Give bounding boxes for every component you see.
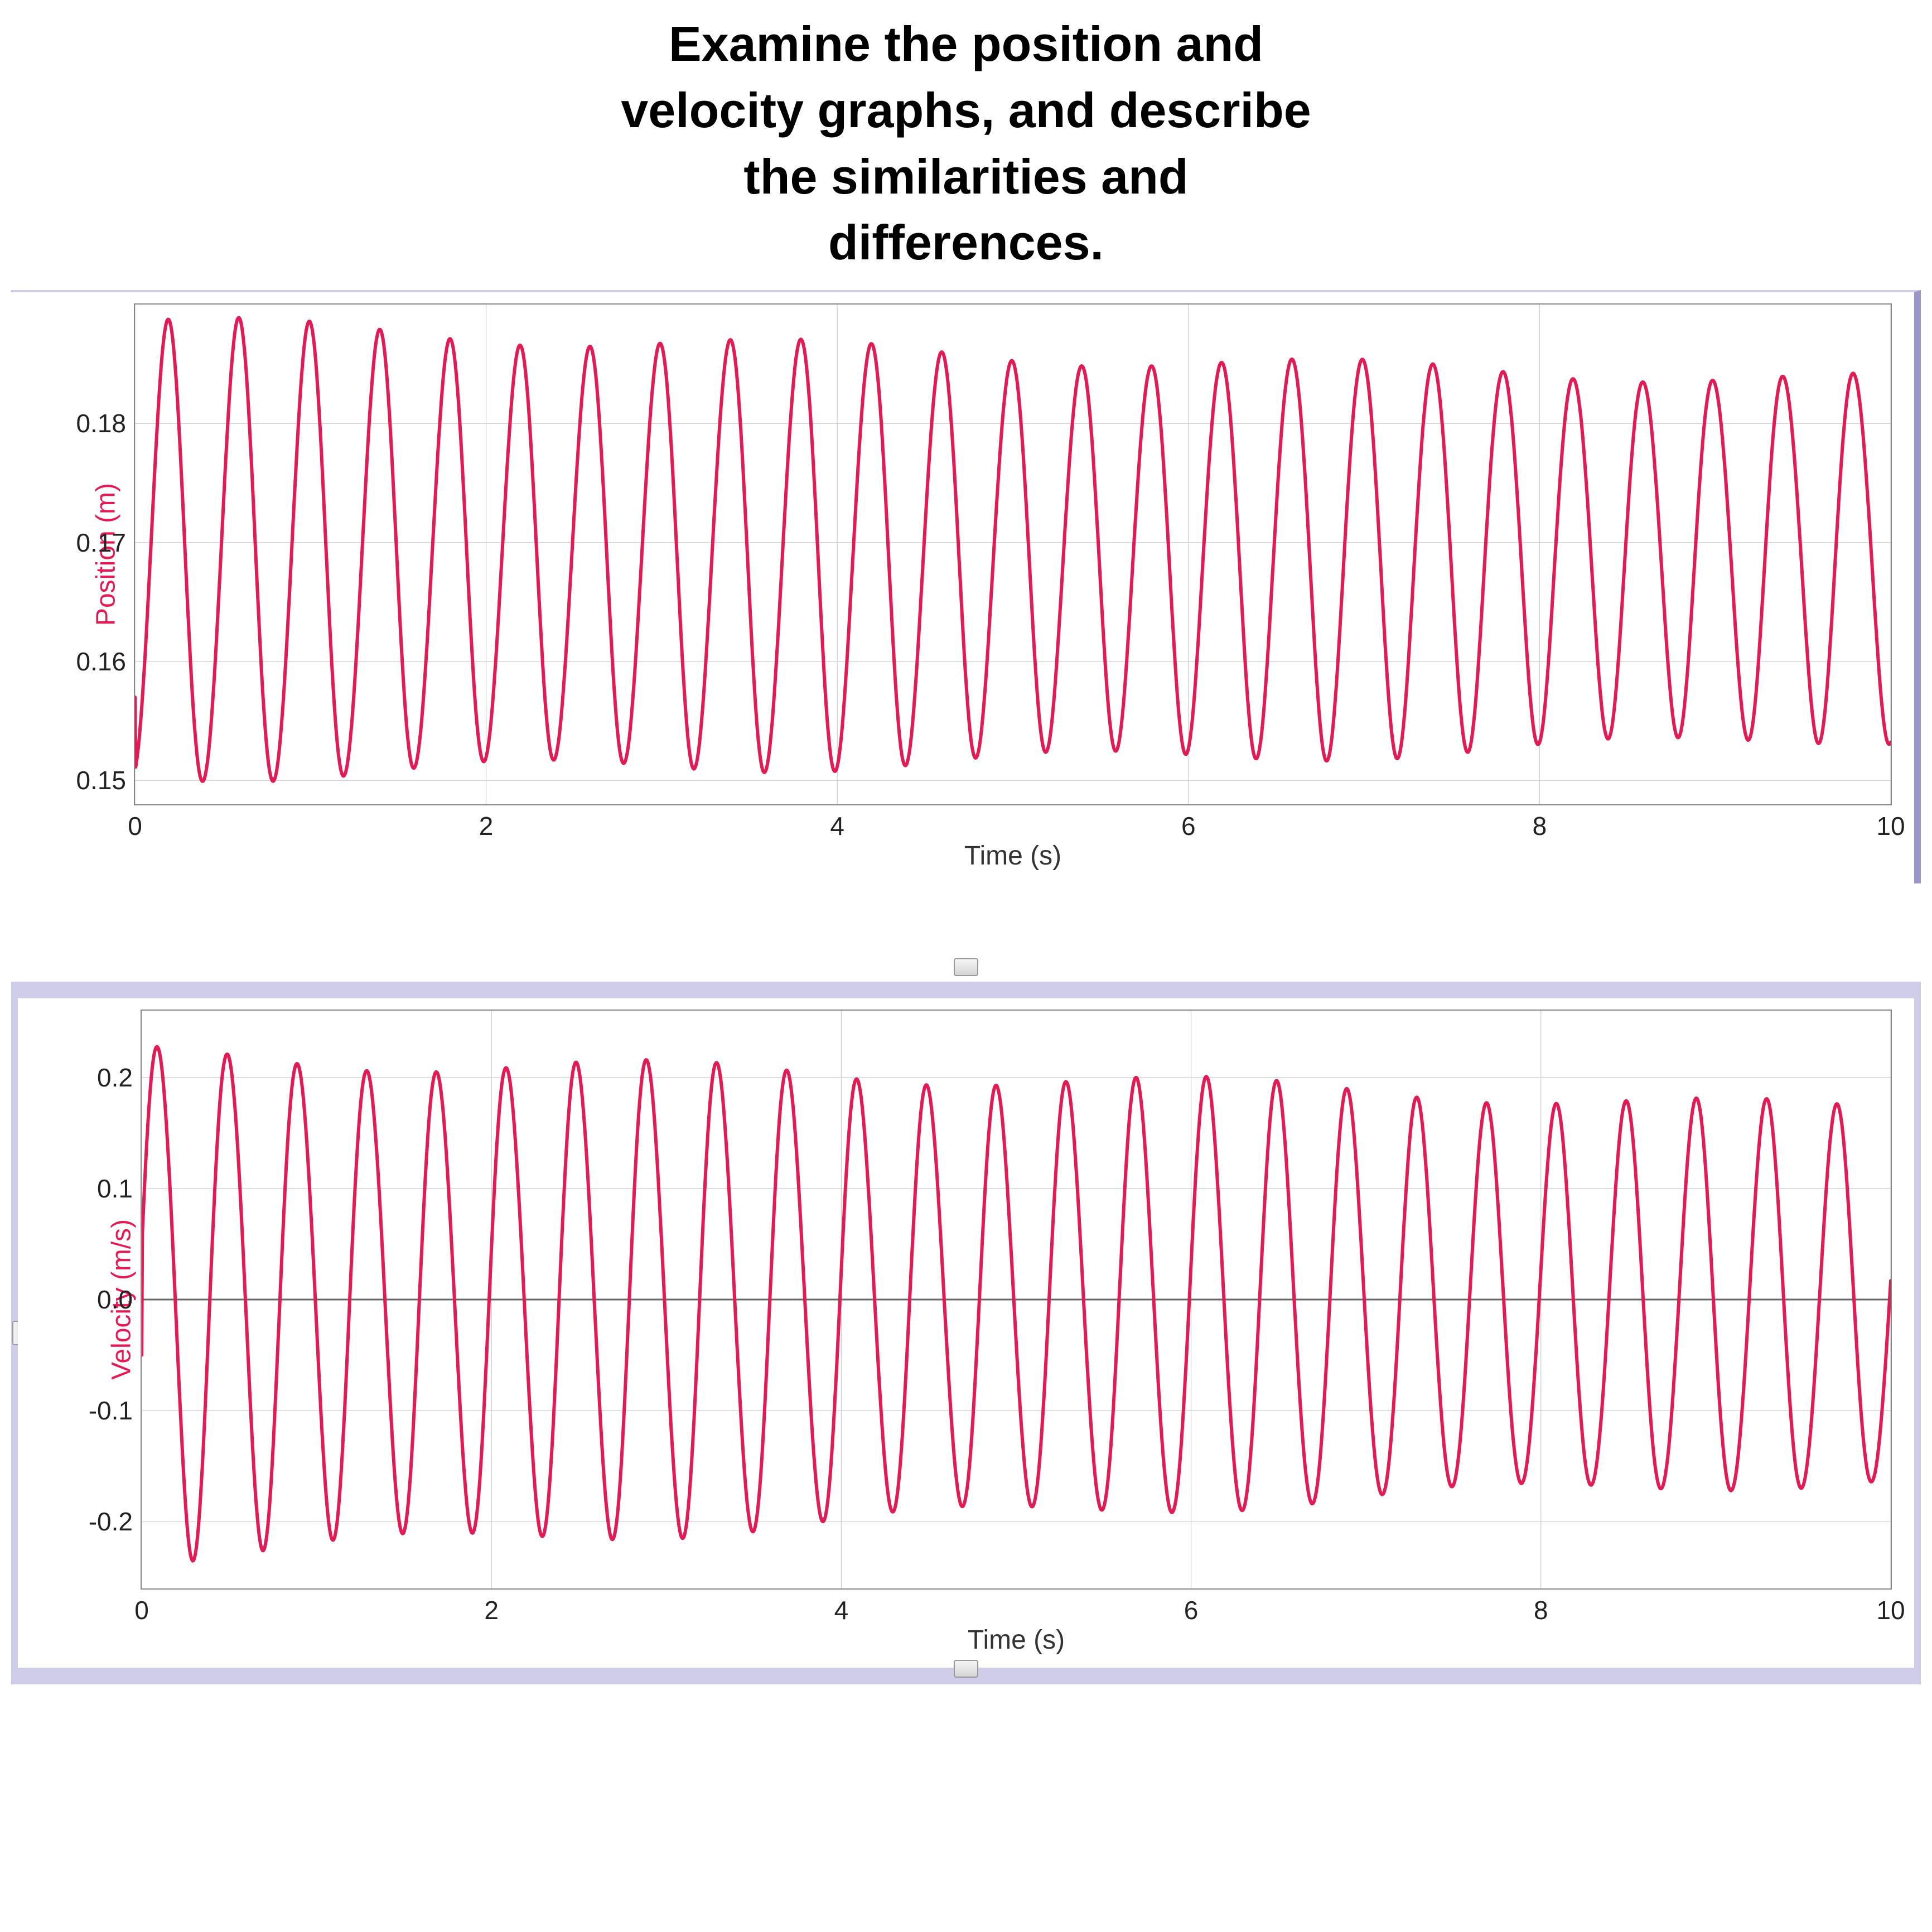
xtick-label: 4	[834, 1588, 849, 1625]
bottom-handle[interactable]	[954, 1660, 978, 1678]
xtick-label: 6	[1181, 804, 1196, 841]
ytick-label: 0.15	[76, 765, 135, 795]
velocity-plot-area[interactable]: Velocity (m/s) Time (s) -0.2-0.10.00.10.…	[141, 1010, 1892, 1590]
ytick-label: 0.0	[97, 1284, 142, 1315]
ytick-label: 0.16	[76, 646, 135, 677]
position-xlabel: Time (s)	[964, 841, 1061, 871]
xtick-label: 10	[1876, 1588, 1905, 1625]
xtick-label: 2	[479, 804, 494, 841]
xtick-label: 4	[830, 804, 844, 841]
title-line: Examine the position and	[0, 11, 1932, 78]
xtick-label: 2	[484, 1588, 499, 1625]
ytick-label: 0.17	[76, 528, 135, 558]
xtick-label: 8	[1533, 804, 1547, 841]
title-line: velocity graphs, and describe	[0, 78, 1932, 144]
xtick-label: 8	[1534, 1588, 1548, 1625]
xtick-label: 0	[128, 804, 142, 841]
ytick-label: -0.1	[89, 1395, 142, 1426]
page: Examine the position and velocity graphs…	[0, 0, 1932, 1932]
position-plot-area[interactable]: Position (m) Time (s) 0.150.160.170.1802…	[134, 303, 1892, 805]
xtick-label: 0	[134, 1588, 149, 1625]
title-line: the similarities and	[0, 144, 1932, 210]
page-title: Examine the position and velocity graphs…	[0, 11, 1932, 276]
velocity-chart-panel: Velocity (m/s) Time (s) -0.2-0.10.00.10.…	[11, 982, 1921, 1684]
velocity-chart: Velocity (m/s) Time (s) -0.2-0.10.00.10.…	[18, 998, 1914, 1668]
position-chart: Position (m) Time (s) 0.150.160.170.1802…	[11, 292, 1914, 883]
ytick-label: -0.2	[89, 1506, 142, 1537]
position-chart-panel: Position (m) Time (s) 0.150.160.170.1802…	[11, 290, 1921, 883]
velocity-xlabel: Time (s)	[968, 1625, 1065, 1655]
ytick-label: 0.2	[97, 1062, 142, 1093]
ytick-label: 0.1	[97, 1173, 142, 1204]
title-line: differences.	[0, 210, 1932, 276]
xtick-label: 6	[1184, 1588, 1199, 1625]
splitter-handle[interactable]	[954, 958, 978, 976]
xtick-label: 10	[1876, 804, 1905, 841]
ytick-label: 0.18	[76, 408, 135, 438]
